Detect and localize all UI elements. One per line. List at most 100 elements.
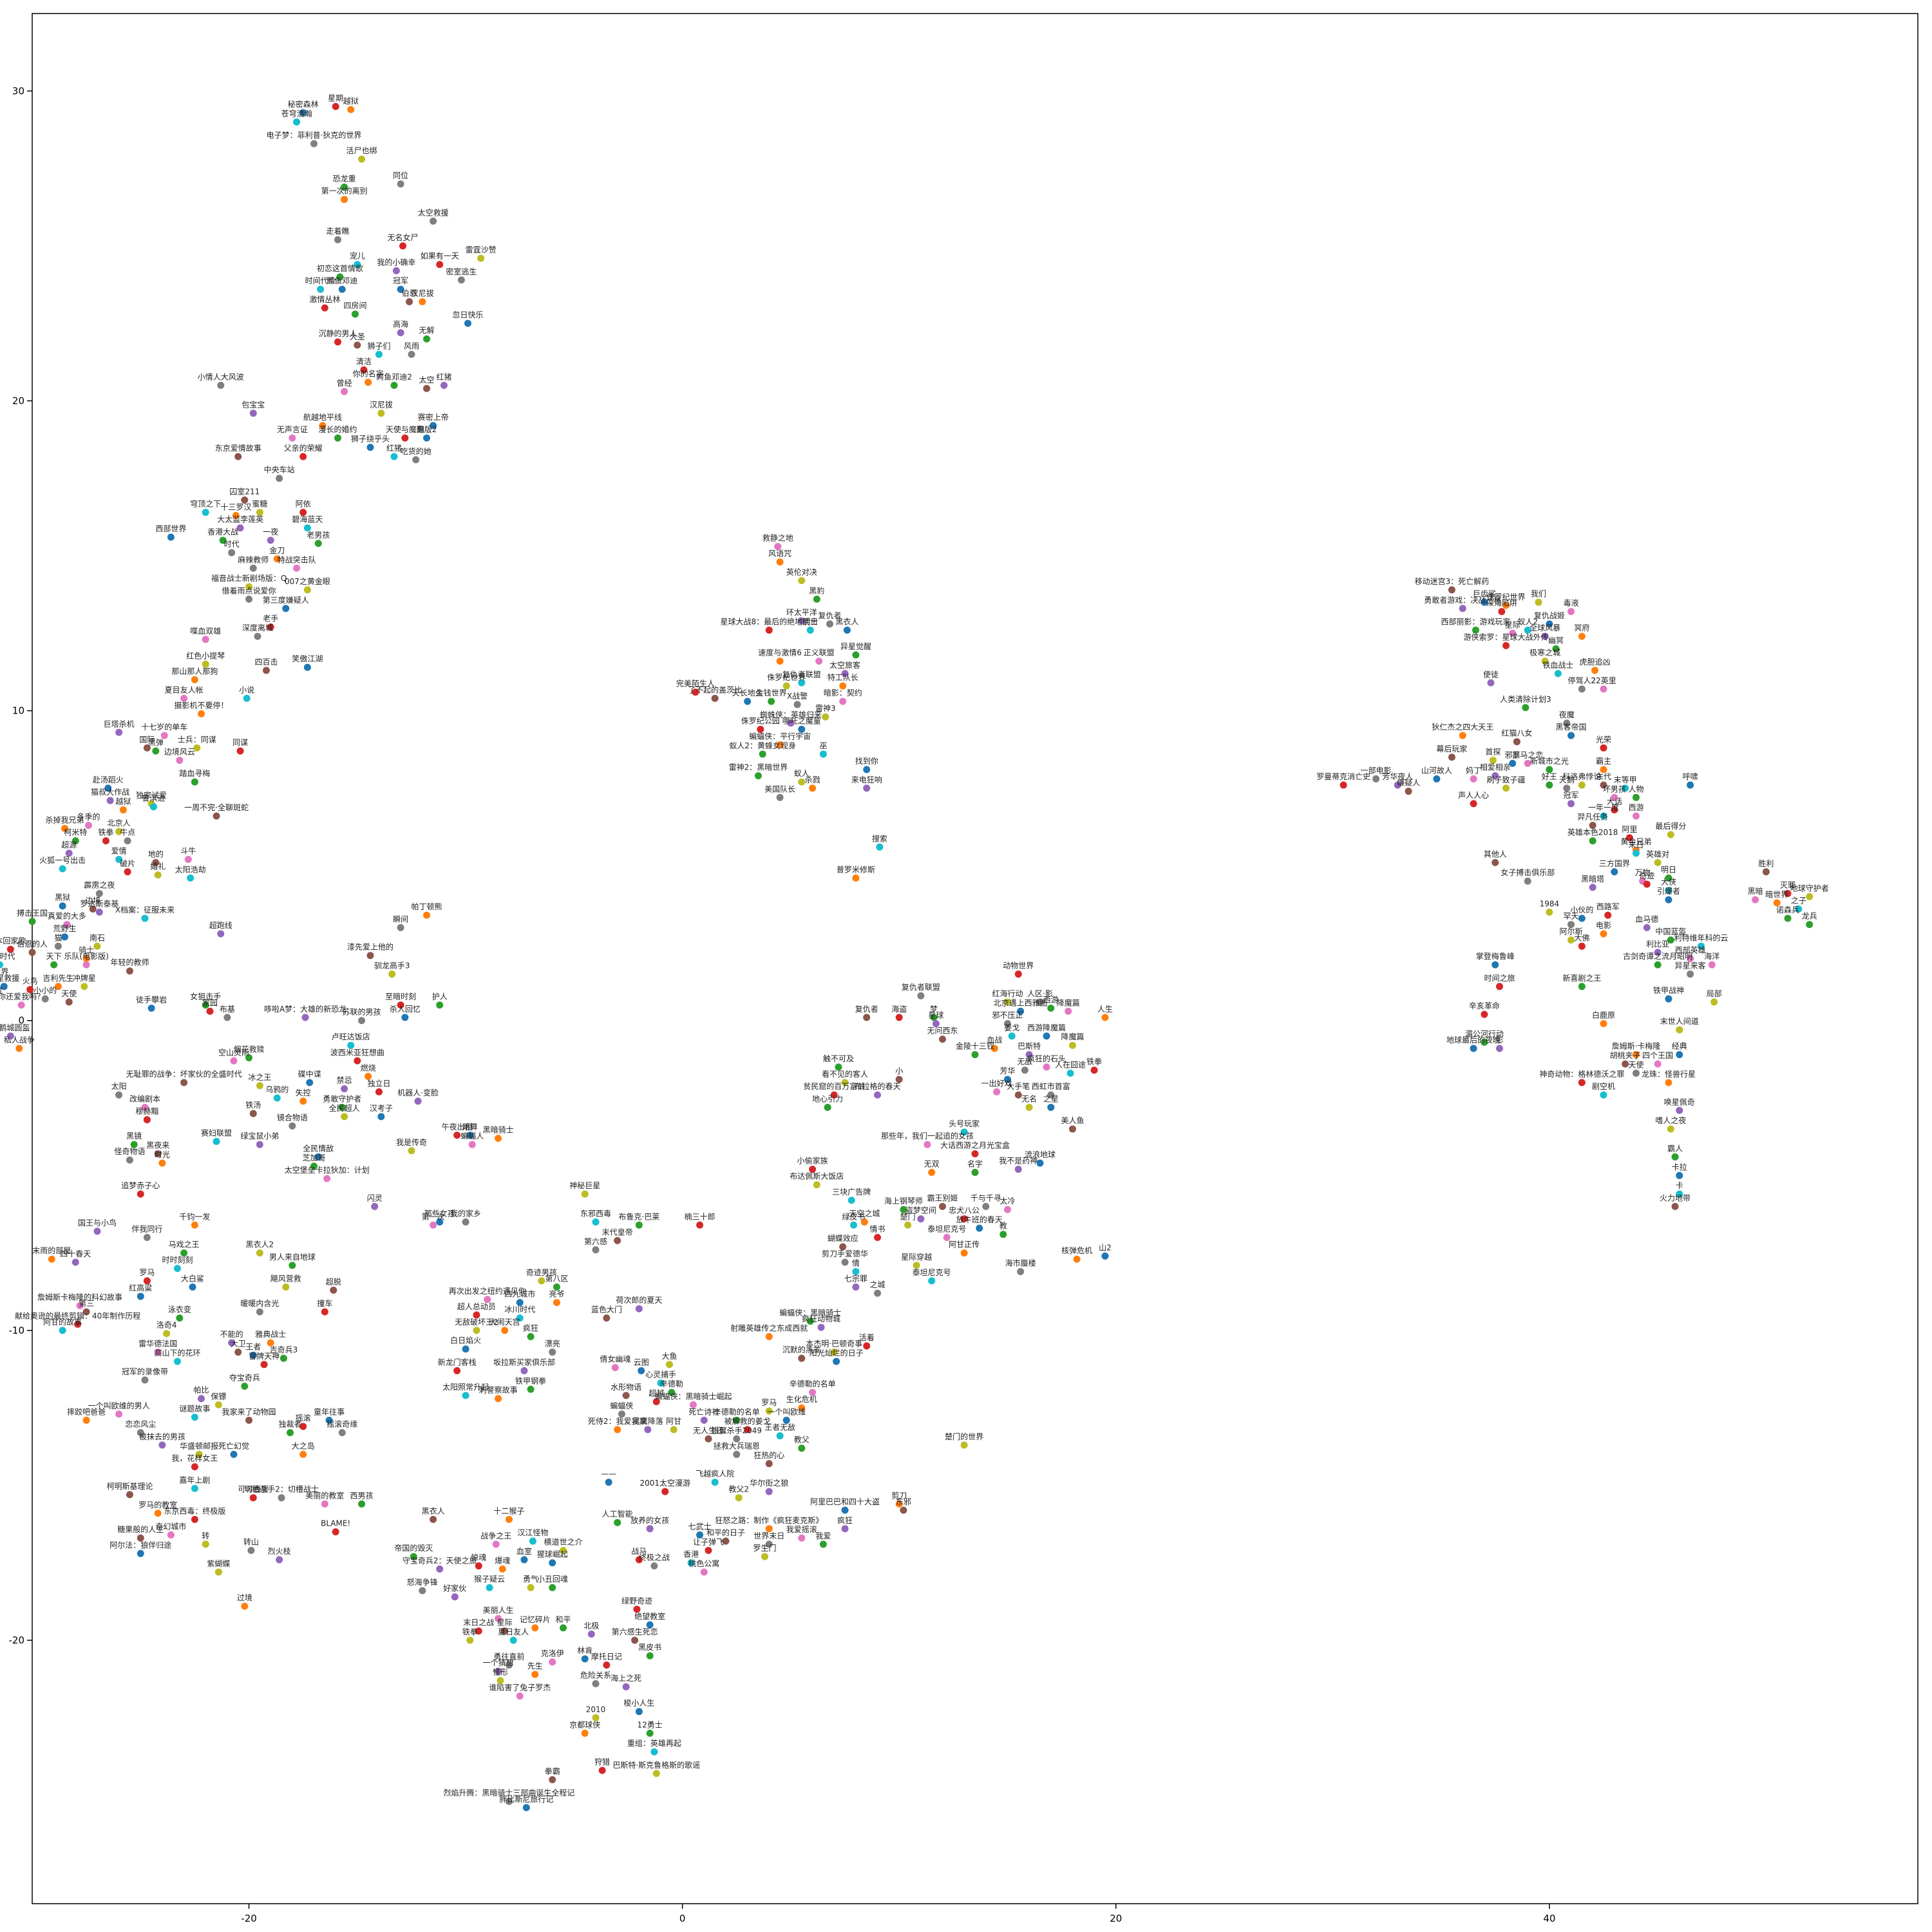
data-point-label: 闪灵 bbox=[367, 1193, 383, 1202]
data-point-label: 红海行动 bbox=[992, 989, 1023, 998]
data-point bbox=[635, 1221, 643, 1229]
data-point bbox=[223, 1014, 231, 1021]
data-point bbox=[473, 1327, 480, 1334]
data-point bbox=[982, 1202, 990, 1210]
data-point-label: 切槽杀手2：切槽战士 bbox=[244, 1484, 319, 1494]
data-point-label: 布达佩斯大饭店 bbox=[790, 1172, 844, 1181]
data-point-label: 绿皮书 bbox=[842, 1211, 866, 1221]
data-point-label: 影 bbox=[1495, 1036, 1503, 1045]
data-point-label: 黑豹 bbox=[809, 585, 824, 595]
data-point-label: 乌鸦的 bbox=[265, 1084, 289, 1094]
data-point-label: 汉江怪物 bbox=[517, 1528, 548, 1537]
data-point-label: 蝙蝠侠：黑暗骑士崛起 bbox=[654, 1391, 732, 1401]
data-point-label: 无敌 bbox=[1017, 1057, 1032, 1066]
data-point-label: 火力地带 bbox=[1660, 1193, 1690, 1202]
data-point-label: 蓝色大门 bbox=[591, 1305, 622, 1314]
data-point-label: 人物 bbox=[1628, 784, 1643, 793]
data-point bbox=[423, 434, 431, 442]
data-point-label: 邪不压正 bbox=[992, 1011, 1023, 1020]
data-point-label: 过境 bbox=[237, 1593, 252, 1602]
data-point bbox=[1043, 1063, 1050, 1071]
data-point-label: 特工队长 bbox=[828, 672, 858, 682]
data-point-label: 黑衣人 bbox=[422, 1506, 445, 1515]
data-point-label: 黑镜 bbox=[126, 1131, 142, 1141]
data-point bbox=[806, 626, 814, 634]
data-point bbox=[815, 658, 823, 665]
data-point bbox=[414, 1097, 422, 1105]
data-point-label: 美人鱼 bbox=[1061, 1116, 1084, 1125]
data-point bbox=[531, 1671, 539, 1678]
data-point bbox=[206, 1007, 214, 1015]
data-point bbox=[334, 434, 342, 442]
data-point bbox=[1589, 837, 1596, 845]
data-point bbox=[126, 967, 133, 975]
data-point bbox=[798, 725, 806, 733]
data-point bbox=[267, 536, 274, 544]
data-point-label: 蚁人2：黄蜂女现身 bbox=[729, 741, 796, 750]
data-point-label: 红猪 bbox=[436, 372, 451, 381]
data-point-label: 布基 bbox=[220, 1005, 235, 1014]
data-point bbox=[141, 1376, 149, 1384]
data-point-label: 罕天 bbox=[1564, 912, 1579, 921]
data-point bbox=[63, 921, 71, 929]
data-point-label: 巨塔杀机 bbox=[104, 719, 135, 728]
data-point-label: 午夜出租 bbox=[442, 1122, 473, 1132]
data-point bbox=[430, 1221, 437, 1229]
data-point-label: 黑衣人2 bbox=[246, 1240, 274, 1249]
data-point bbox=[1524, 877, 1531, 885]
data-point bbox=[1632, 793, 1640, 801]
data-point bbox=[126, 1491, 133, 1499]
data-point bbox=[852, 1267, 860, 1275]
data-point bbox=[516, 1299, 524, 1307]
data-point bbox=[1036, 1159, 1044, 1167]
data-point bbox=[1003, 1020, 1011, 1028]
data-point bbox=[202, 1540, 209, 1548]
data-point-label: 卡拉 bbox=[1672, 1162, 1687, 1171]
data-point-label: 了不起的盖茨比 bbox=[688, 685, 742, 694]
data-point-label: 中央车站 bbox=[264, 465, 295, 475]
data-point bbox=[28, 949, 36, 956]
data-point bbox=[592, 1714, 600, 1721]
data-point bbox=[198, 710, 205, 717]
data-point bbox=[605, 1479, 612, 1486]
data-point-label: 英雄本色2018 bbox=[1567, 828, 1618, 837]
data-point-label: 伯恩 bbox=[402, 288, 417, 298]
data-point-label: 星球大战8：最后的绝地武士 bbox=[720, 616, 818, 626]
data-point bbox=[505, 1797, 513, 1805]
data-point-label: 死亡诗社 bbox=[688, 1406, 719, 1416]
data-point bbox=[245, 583, 253, 591]
data-point-label: 时间之旅 bbox=[1484, 974, 1515, 983]
data-point bbox=[137, 1190, 144, 1198]
data-point-label: 名字 bbox=[967, 1159, 983, 1168]
data-point bbox=[119, 806, 127, 814]
data-point-label: 白鹿原 bbox=[1592, 1010, 1615, 1020]
data-point bbox=[581, 1729, 589, 1737]
data-point bbox=[841, 1079, 849, 1086]
data-point-label: 赴汤蹈火 bbox=[93, 775, 124, 784]
data-point-label: 战马 bbox=[631, 1547, 647, 1556]
data-point-label: 救静之地 bbox=[762, 533, 793, 543]
data-point-label: 男人来自地球 bbox=[269, 1253, 316, 1262]
data-point bbox=[1014, 971, 1022, 978]
data-point-label: 一出好戏 bbox=[981, 1079, 1012, 1088]
data-point bbox=[733, 1450, 741, 1458]
data-point bbox=[341, 388, 348, 395]
data-point bbox=[276, 475, 283, 482]
data-point-label: 烟花救赎 bbox=[234, 1044, 265, 1054]
data-point-label: 放养的女孩 bbox=[630, 1515, 669, 1525]
data-point bbox=[1522, 704, 1530, 712]
data-point-label: 我，花样女王 bbox=[171, 1454, 218, 1463]
data-point bbox=[1003, 1206, 1011, 1213]
data-point-label: 如果有一天 bbox=[421, 251, 459, 261]
data-point-label: 太空堡垒卡拉狄加：计划 bbox=[285, 1165, 370, 1175]
data-point bbox=[495, 1395, 502, 1403]
data-point bbox=[668, 1388, 676, 1396]
data-point-label: 局部 bbox=[1707, 989, 1722, 998]
data-point bbox=[338, 1103, 346, 1111]
data-point bbox=[365, 1072, 372, 1080]
data-point-label: 大之岛 bbox=[292, 1441, 315, 1450]
data-point-label: 我做过 bbox=[0, 985, 3, 995]
data-point-label: 海盗 bbox=[891, 1004, 907, 1014]
data-point bbox=[332, 1528, 339, 1536]
data-point-label: 泳衣变 bbox=[168, 1305, 191, 1314]
